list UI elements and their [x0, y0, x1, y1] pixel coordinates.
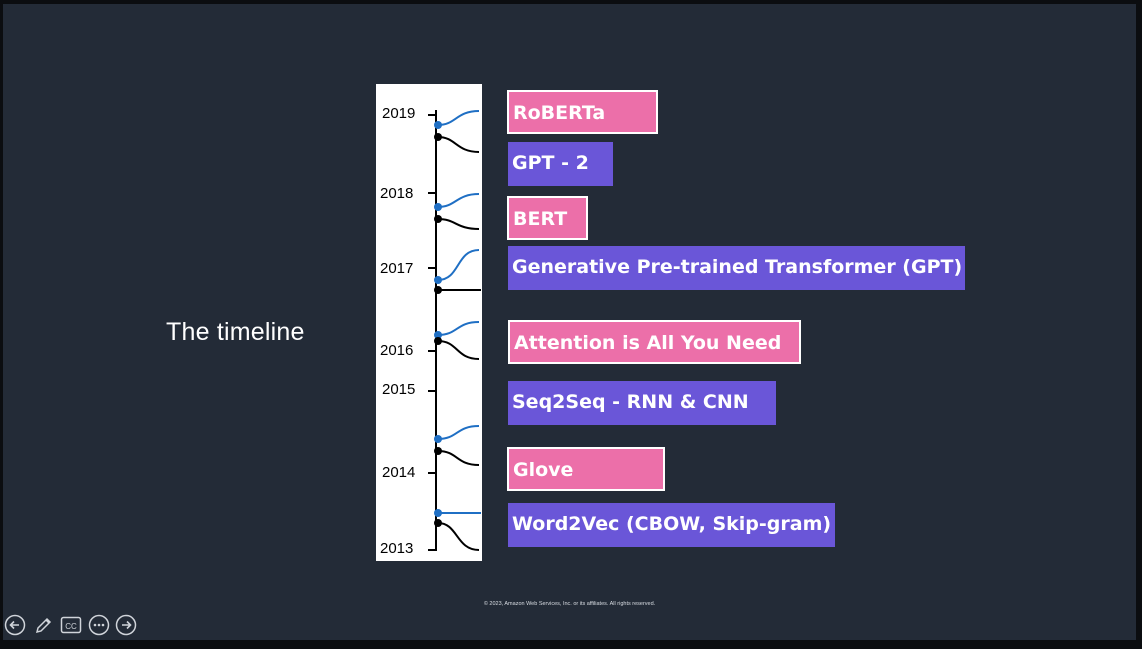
year-label-2019: 2019 [382, 105, 416, 122]
milestone-glove: Glove [507, 447, 665, 491]
copyright-footer: © 2023, Amazon Web Services, Inc. or its… [483, 601, 656, 607]
year-label-2018: 2018 [380, 185, 414, 202]
milestone-attention: Attention is All You Need [508, 320, 801, 364]
more-options-icon[interactable] [88, 614, 110, 636]
year-label-2013: 2013 [380, 540, 414, 557]
closed-captions-label: CC [65, 622, 77, 631]
slide-title: The timeline [166, 318, 305, 346]
closed-captions-icon[interactable]: CC [60, 614, 82, 636]
arrow-left-icon[interactable] [4, 614, 26, 636]
year-label-2015: 2015 [382, 381, 416, 398]
milestone-roberta: RoBERTa [507, 90, 658, 134]
milestone-seq2seq: Seq2Seq - RNN & CNN [508, 381, 776, 425]
arrow-right-icon[interactable] [115, 614, 137, 636]
milestone-gpt: Generative Pre-trained Transformer (GPT) [508, 246, 965, 290]
year-label-2014: 2014 [382, 464, 416, 481]
timeline-branches [428, 110, 481, 551]
milestone-word2vec: Word2Vec (CBOW, Skip-gram) [508, 503, 835, 547]
year-label-2017: 2017 [380, 260, 414, 277]
timeline-graphic: 2019 2018 2017 2016 2015 2014 2013 [376, 84, 482, 561]
year-label-2016: 2016 [380, 342, 414, 359]
milestone-bert: BERT [507, 196, 588, 240]
milestone-gpt-2: GPT - 2 [508, 142, 613, 186]
pen-icon[interactable] [32, 614, 54, 636]
presentation-slide: The timeline [3, 4, 1136, 640]
